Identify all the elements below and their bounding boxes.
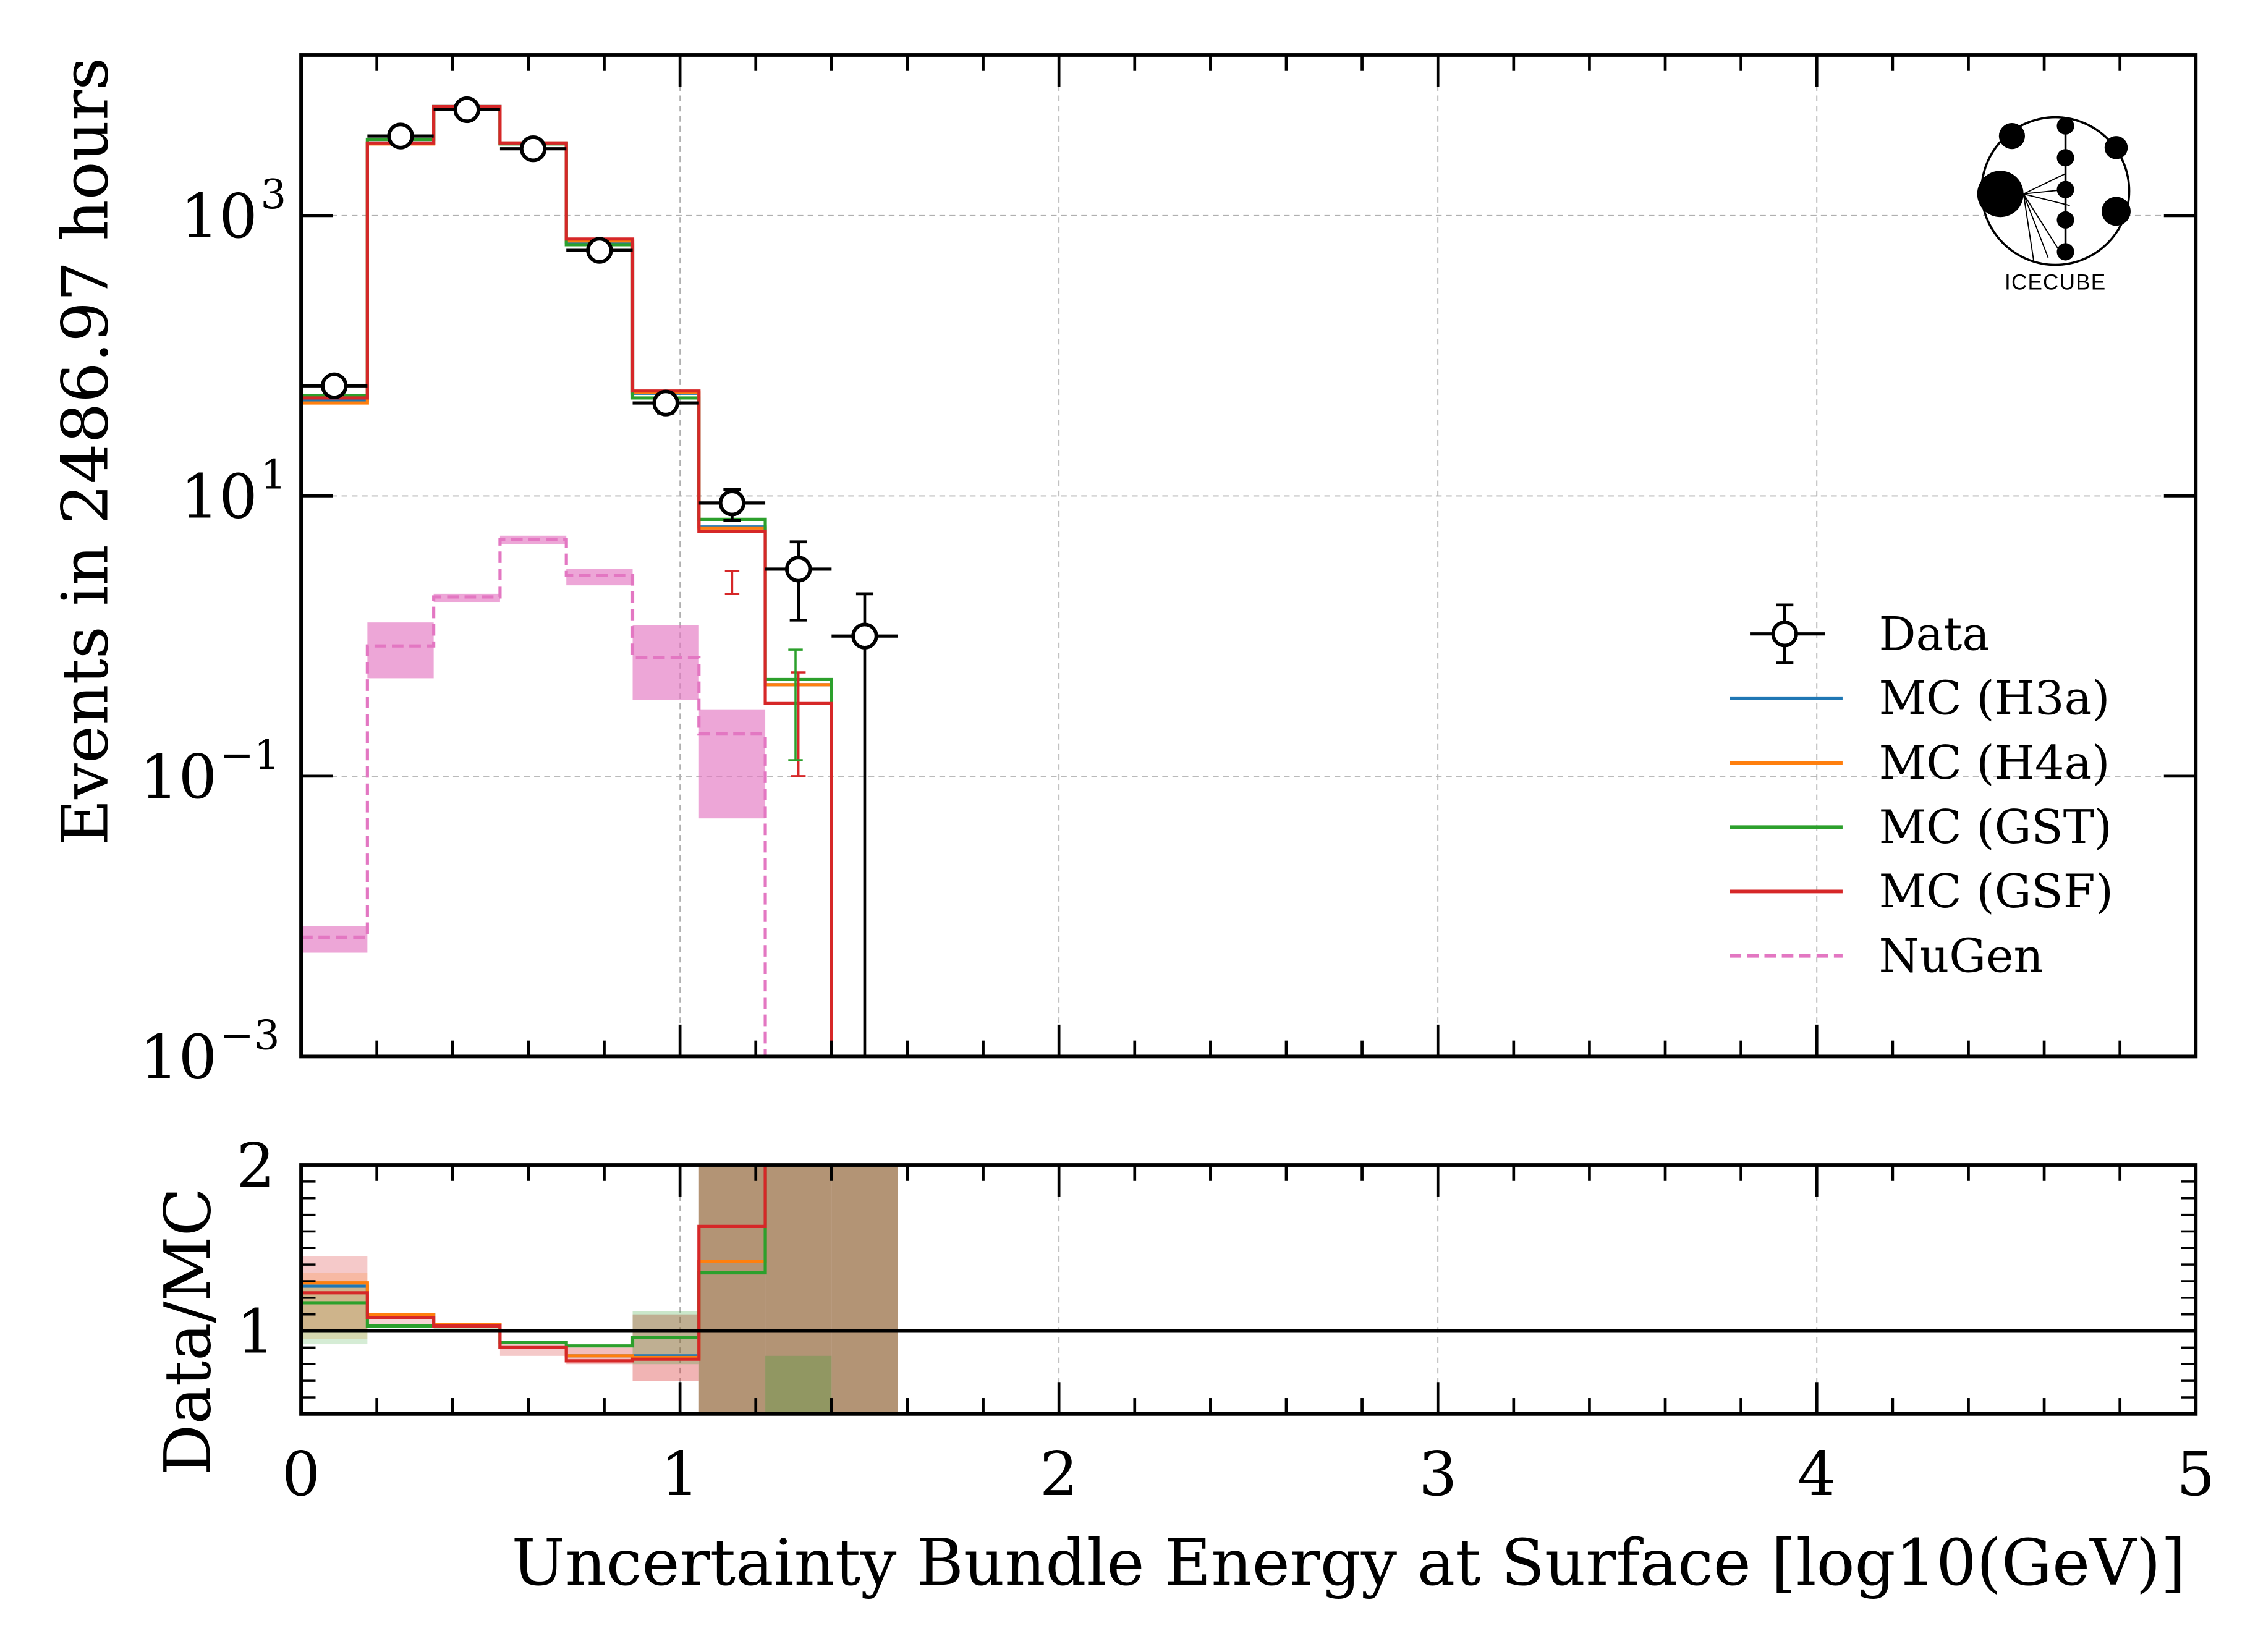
legend-label: MC (H3a) <box>1878 671 2110 726</box>
data-point <box>652 389 679 417</box>
nugen-band <box>632 625 699 700</box>
data-point <box>453 96 480 124</box>
legend-label: Data <box>1878 606 1990 661</box>
nugen-band-group <box>301 535 766 953</box>
main-axes-frame <box>299 53 2198 1059</box>
ratio-y-tick-label: 1 <box>236 1297 275 1368</box>
x-tick-label: 4 <box>1797 1439 1836 1510</box>
series-line-nugen <box>301 538 767 1057</box>
legend-label: NuGen <box>1878 928 2043 983</box>
ratio-band-group <box>301 1165 898 1414</box>
ratio-band <box>765 1165 832 1414</box>
legend-data-marker <box>1771 620 1798 648</box>
y-tick-exponent: −3 <box>220 1012 280 1059</box>
data-point <box>785 556 812 583</box>
ratio-band <box>301 1281 368 1345</box>
ratio-y-axis-label: Data/MC <box>151 1187 226 1475</box>
x-tick-label: 0 <box>282 1439 321 1510</box>
y-tick-label: 10 <box>180 462 258 533</box>
legend: Data MC (H3a) MC (H4a) MC (GST) MC (GSF) NuGe… <box>1730 603 2113 983</box>
legend-label: MC (GSF) <box>1878 864 2113 918</box>
axes <box>299 53 2198 1416</box>
ratio-band <box>698 1165 766 1414</box>
ratio-band <box>765 1355 832 1414</box>
uncertainty-bands <box>301 535 898 1414</box>
legend-label: MC (H4a) <box>1878 735 2110 790</box>
nugen-band <box>367 622 434 679</box>
x-tick-label: 5 <box>2176 1439 2215 1510</box>
x-axis-label: Uncertainty Bundle Energy at Surface [lo… <box>512 1526 2186 1600</box>
y-tick-exponent: −1 <box>220 732 280 779</box>
ratio-y-tick-label: 2 <box>236 1131 275 1201</box>
icecube-logo: IceCube <box>1977 116 2131 294</box>
ratio-band <box>831 1165 898 1414</box>
ratio-axes-frame <box>299 1163 2198 1416</box>
data-points <box>301 96 898 1057</box>
data-point <box>718 489 746 517</box>
legend-label: MC (GST) <box>1878 800 2112 854</box>
data-point <box>851 622 878 650</box>
data-point <box>586 237 613 264</box>
x-tick-label: 2 <box>1040 1439 1079 1510</box>
y-tick-exponent: 3 <box>261 171 287 218</box>
y-axis-label: Events in 2486.97 hours <box>48 57 122 845</box>
data-point <box>387 122 414 150</box>
x-tick-label: 1 <box>661 1439 700 1510</box>
y-tick-label: 10 <box>180 182 258 252</box>
y-tick-label: 10 <box>140 1023 217 1093</box>
y-tick-label: 10 <box>140 742 217 813</box>
ratio-line-mc-gsf <box>301 1165 767 1363</box>
nugen-band <box>566 569 633 586</box>
nugen-band <box>698 709 766 819</box>
grid-lines <box>301 54 2196 1414</box>
ratio-band <box>632 1314 699 1381</box>
ratio-lines <box>301 1165 767 1363</box>
x-tick-label: 3 <box>1419 1439 1458 1510</box>
logo-text: IceCube <box>2005 270 2106 294</box>
data-point <box>321 372 348 399</box>
series-lines <box>301 104 2196 1363</box>
nugen-band <box>301 926 368 953</box>
data-point <box>519 135 547 163</box>
y-tick-exponent: 1 <box>261 452 287 499</box>
